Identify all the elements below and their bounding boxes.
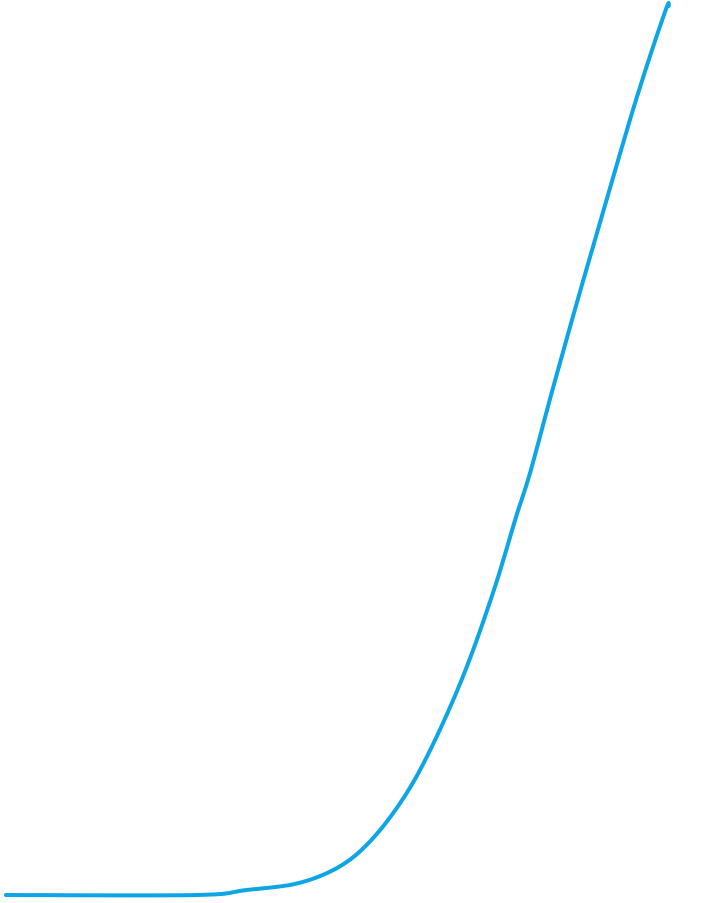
series-layer (4, 1, 671, 898)
series-line-0 (4, 1, 671, 898)
